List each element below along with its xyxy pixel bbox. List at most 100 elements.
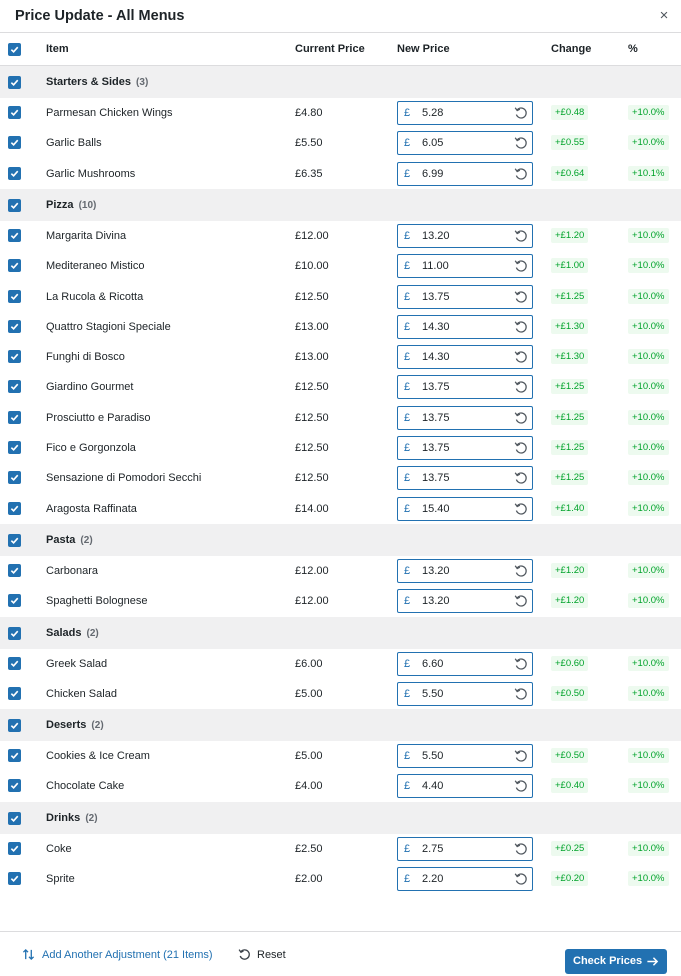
item-checkbox[interactable] (8, 687, 21, 700)
item-checkbox[interactable] (8, 441, 21, 454)
undo-icon[interactable] (514, 136, 528, 150)
item-checkbox[interactable] (8, 320, 21, 333)
new-price-value[interactable]: 13.20 (422, 230, 450, 242)
category-name: Salads (2) (46, 627, 99, 639)
new-price-input[interactable]: £5.28 (397, 101, 533, 125)
new-price-value[interactable]: 13.20 (422, 595, 450, 607)
new-price-value[interactable]: 5.28 (422, 107, 444, 119)
item-checkbox[interactable] (8, 842, 21, 855)
undo-icon[interactable] (514, 259, 528, 273)
category-checkbox[interactable] (8, 198, 21, 212)
undo-icon[interactable] (514, 842, 528, 856)
check-prices-button[interactable]: Check Prices (565, 949, 667, 974)
current-price: £12.50 (295, 472, 329, 484)
new-price-input[interactable]: £13.75 (397, 466, 533, 490)
new-price-value[interactable]: 6.99 (422, 168, 444, 180)
new-price-value[interactable]: 14.30 (422, 351, 450, 363)
new-price-input[interactable]: £6.60 (397, 652, 533, 676)
new-price-value[interactable]: 13.20 (422, 565, 450, 577)
category-checkbox[interactable] (8, 719, 21, 733)
new-price-input[interactable]: £13.75 (397, 436, 533, 460)
new-price-input[interactable]: £2.20 (397, 867, 533, 891)
percent-badge: +10.0% (628, 501, 669, 516)
select-all-checkbox[interactable] (8, 43, 21, 56)
column-header-current-price: Current Price (295, 43, 365, 55)
undo-icon[interactable] (514, 749, 528, 763)
new-price-value[interactable]: 13.75 (422, 442, 450, 454)
item-checkbox[interactable] (8, 380, 21, 393)
item-checkbox[interactable] (8, 779, 21, 792)
category-checkbox[interactable] (8, 533, 21, 547)
new-price-value[interactable]: 6.60 (422, 658, 444, 670)
new-price-input[interactable]: £6.05 (397, 131, 533, 155)
new-price-input[interactable]: £6.99 (397, 162, 533, 186)
new-price-value[interactable]: 5.50 (422, 750, 444, 762)
new-price-value[interactable]: 14.30 (422, 321, 450, 333)
undo-icon[interactable] (514, 502, 528, 516)
item-checkbox[interactable] (8, 411, 21, 424)
currency-symbol: £ (404, 168, 411, 180)
new-price-value[interactable]: 2.20 (422, 873, 444, 885)
new-price-input[interactable]: £13.75 (397, 285, 533, 309)
item-checkbox[interactable] (8, 502, 21, 515)
new-price-input[interactable]: £13.20 (397, 589, 533, 613)
new-price-input[interactable]: £13.20 (397, 559, 533, 583)
item-checkbox[interactable] (8, 290, 21, 303)
new-price-value[interactable]: 15.40 (422, 503, 450, 515)
item-checkbox[interactable] (8, 471, 21, 484)
undo-icon[interactable] (514, 872, 528, 886)
new-price-value[interactable]: 13.75 (422, 472, 450, 484)
item-checkbox[interactable] (8, 167, 21, 180)
category-checkbox[interactable] (8, 626, 21, 640)
new-price-input[interactable]: £13.20 (397, 224, 533, 248)
new-price-input[interactable]: £2.75 (397, 837, 533, 861)
item-checkbox[interactable] (8, 872, 21, 885)
new-price-input[interactable]: £14.30 (397, 345, 533, 369)
item-checkbox[interactable] (8, 749, 21, 762)
item-checkbox[interactable] (8, 259, 21, 272)
item-checkbox[interactable] (8, 657, 21, 670)
item-name: La Rucola & Ricotta (46, 291, 144, 303)
new-price-value[interactable]: 13.75 (422, 412, 450, 424)
undo-icon[interactable] (514, 229, 528, 243)
new-price-input[interactable]: £4.40 (397, 774, 533, 798)
undo-icon[interactable] (514, 564, 528, 578)
new-price-value[interactable]: 6.05 (422, 137, 444, 149)
item-checkbox[interactable] (8, 106, 21, 119)
new-price-value[interactable]: 4.40 (422, 780, 444, 792)
item-checkbox[interactable] (8, 136, 21, 149)
undo-icon[interactable] (514, 411, 528, 425)
category-checkbox[interactable] (8, 76, 21, 89)
category-checkbox[interactable] (8, 811, 21, 825)
undo-icon[interactable] (514, 167, 528, 181)
new-price-input[interactable]: £15.40 (397, 497, 533, 521)
undo-icon[interactable] (514, 657, 528, 671)
new-price-input[interactable]: £5.50 (397, 744, 533, 768)
item-checkbox[interactable] (8, 229, 21, 242)
undo-icon[interactable] (514, 350, 528, 364)
undo-icon[interactable] (514, 290, 528, 304)
new-price-input[interactable]: £5.50 (397, 682, 533, 706)
price-table: Item Current Price New Price Change % St… (0, 33, 681, 931)
new-price-input[interactable]: £13.75 (397, 406, 533, 430)
item-checkbox[interactable] (8, 594, 21, 607)
undo-icon[interactable] (514, 380, 528, 394)
new-price-value[interactable]: 13.75 (422, 291, 450, 303)
item-checkbox[interactable] (8, 564, 21, 577)
undo-icon[interactable] (514, 106, 528, 120)
undo-icon[interactable] (514, 779, 528, 793)
item-checkbox[interactable] (8, 350, 21, 363)
new-price-value[interactable]: 11.00 (422, 260, 449, 272)
new-price-value[interactable]: 2.75 (422, 843, 444, 855)
new-price-input[interactable]: £13.75 (397, 375, 533, 399)
new-price-value[interactable]: 5.50 (422, 688, 444, 700)
undo-icon[interactable] (514, 687, 528, 701)
undo-icon[interactable] (514, 441, 528, 455)
new-price-value[interactable]: 13.75 (422, 381, 450, 393)
new-price-input[interactable]: £11.00 (397, 254, 533, 278)
undo-icon[interactable] (514, 320, 528, 334)
undo-icon[interactable] (514, 471, 528, 485)
new-price-input[interactable]: £14.30 (397, 315, 533, 339)
close-icon[interactable]: × (659, 7, 669, 24)
undo-icon[interactable] (514, 594, 528, 608)
